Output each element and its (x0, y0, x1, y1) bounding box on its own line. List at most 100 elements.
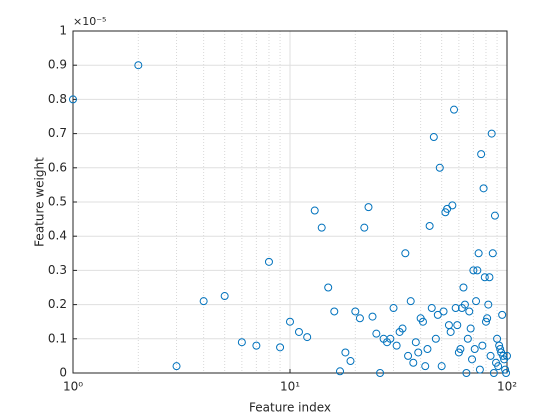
point (252, 341, 261, 350)
point (501, 365, 510, 374)
point (368, 312, 377, 321)
point (446, 327, 455, 336)
point (488, 249, 497, 258)
point (475, 365, 484, 374)
point (486, 351, 495, 360)
point (433, 310, 442, 319)
point (494, 362, 503, 371)
point (427, 304, 436, 313)
x-axis-label: Feature index (249, 401, 331, 415)
point (456, 345, 465, 354)
point (483, 314, 492, 323)
point (478, 341, 487, 350)
point (474, 249, 483, 258)
point (485, 273, 494, 282)
point (453, 321, 462, 330)
point (480, 273, 489, 282)
point (409, 358, 418, 367)
point (460, 300, 469, 309)
point (459, 283, 468, 292)
y-tick-label: 0.7 (48, 126, 67, 140)
point (451, 304, 460, 313)
point (346, 357, 355, 366)
point (468, 355, 477, 364)
point (324, 283, 333, 292)
x-tick-label: 10¹ (280, 380, 300, 394)
point (276, 343, 285, 352)
point (341, 348, 350, 357)
point (199, 297, 208, 306)
point (264, 257, 273, 266)
y-tick-label: 0 (59, 366, 67, 380)
point (364, 203, 373, 212)
point (303, 333, 312, 342)
point (220, 292, 229, 301)
point (431, 334, 440, 343)
y-tick-label: 0.9 (48, 58, 67, 72)
point (465, 307, 474, 316)
y-tick-label: 0.2 (48, 297, 67, 311)
point (487, 129, 496, 138)
point (423, 345, 432, 354)
point (351, 307, 360, 316)
point (450, 105, 459, 114)
point (317, 223, 326, 232)
point (448, 201, 457, 210)
y-tick-label: 0.1 (48, 331, 67, 345)
point (69, 95, 77, 104)
point (462, 369, 471, 377)
point (376, 369, 385, 377)
point (172, 362, 181, 371)
point (355, 314, 364, 323)
point (490, 211, 499, 220)
point (489, 369, 498, 377)
point (330, 307, 339, 316)
point (237, 338, 246, 347)
point (421, 362, 430, 371)
point (392, 341, 401, 350)
point (472, 297, 481, 306)
point (437, 362, 446, 371)
point (389, 304, 398, 313)
point (439, 307, 448, 316)
y-tick-label: 0.6 (48, 160, 67, 174)
point (418, 317, 427, 326)
point (502, 369, 511, 377)
y-tick-label: 0.4 (48, 229, 67, 243)
point (470, 345, 479, 354)
x-tick-label: 10⁰ (63, 380, 83, 394)
point (360, 223, 369, 232)
point (435, 163, 444, 172)
point (406, 297, 415, 306)
point (411, 338, 420, 347)
point (481, 317, 490, 326)
point (294, 327, 303, 336)
point (414, 348, 423, 357)
x-tick-label: 10² (497, 380, 517, 394)
point (503, 351, 511, 360)
y-tick-label: 0.3 (48, 263, 67, 277)
point (469, 266, 478, 275)
y-tick-label: 0.5 (48, 195, 67, 209)
point (372, 329, 381, 338)
point (463, 334, 472, 343)
y-axis-label: Feature weight (33, 157, 47, 247)
point (286, 317, 294, 326)
exponent-label: ×10⁻⁵ (73, 15, 106, 28)
y-tick-label: 0.8 (48, 92, 67, 106)
y-tick-label: 1 (59, 24, 67, 38)
point (466, 324, 475, 333)
point (336, 367, 345, 376)
point (484, 300, 493, 309)
point (425, 221, 434, 230)
point (496, 345, 505, 354)
point (477, 150, 486, 159)
axes-box (72, 30, 508, 374)
point (401, 249, 410, 258)
point (404, 351, 413, 360)
point (498, 310, 507, 319)
point (310, 206, 319, 215)
point (473, 266, 482, 275)
